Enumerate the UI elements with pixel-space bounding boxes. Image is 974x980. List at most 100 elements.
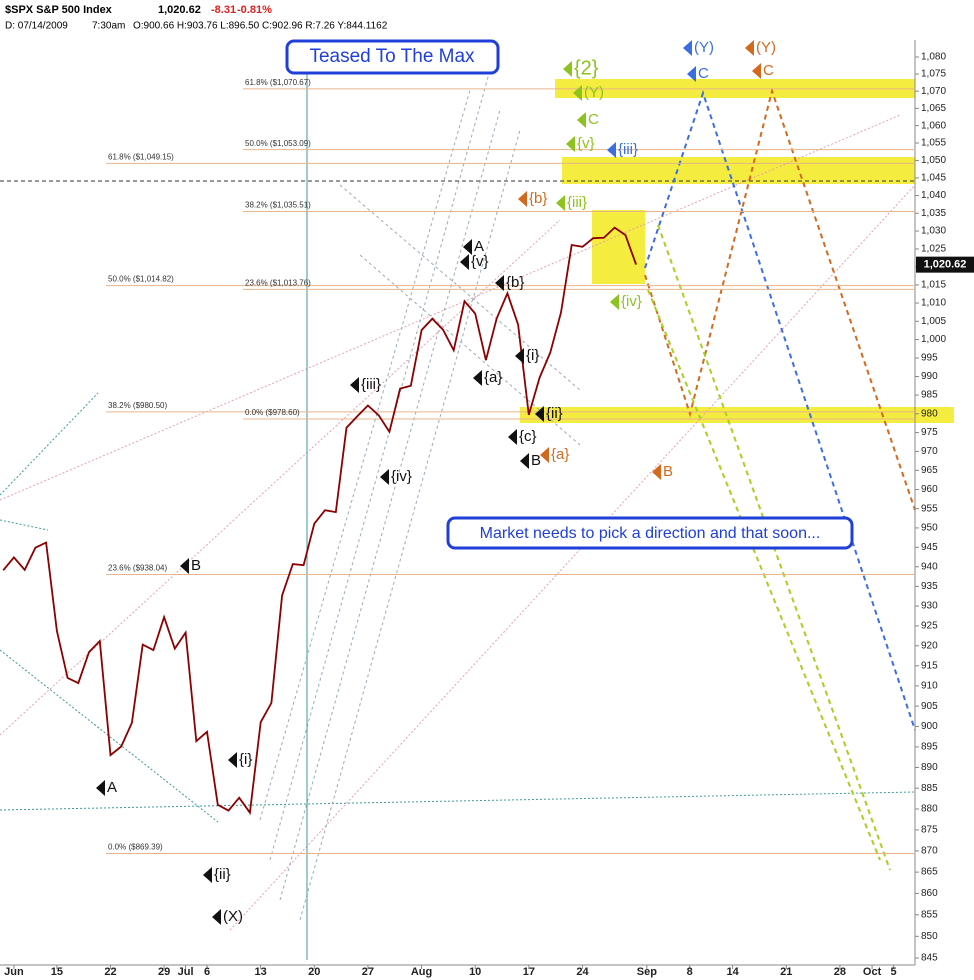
x-tick-label: Aug <box>411 966 432 978</box>
last-price-label: 1,020.62 <box>924 259 967 271</box>
trendline <box>299 129 521 921</box>
y-tick-label: 960 <box>921 484 938 495</box>
y-tick-label: 935 <box>921 581 938 592</box>
y-tick-label: 925 <box>921 620 938 631</box>
y-tick-label: 885 <box>921 783 938 794</box>
wave-label: B <box>531 452 541 469</box>
change-pct: -0.81% <box>237 4 272 16</box>
wave-marker <box>745 40 754 56</box>
fib-label: 61.8% ($1,049.15) <box>108 153 174 162</box>
wave-label: A <box>107 779 117 796</box>
wave-label: {a} <box>551 446 569 463</box>
wave-marker <box>563 61 572 77</box>
y-tick-label: 980 <box>921 408 938 419</box>
y-tick-label: 1,045 <box>921 173 946 184</box>
wave-marker <box>518 191 527 207</box>
y-tick-label: 1,025 <box>921 244 946 255</box>
wave-label: {a} <box>484 369 502 386</box>
wave-marker <box>463 239 472 255</box>
x-tick-label: 15 <box>51 966 63 978</box>
wave-marker <box>350 377 359 393</box>
wave-marker <box>535 406 544 422</box>
wave-marker <box>683 40 692 56</box>
wave-marker <box>96 780 105 796</box>
wave-label: {v} <box>577 135 595 152</box>
callout-box <box>285 39 500 75</box>
x-tick-label: 10 <box>469 966 481 978</box>
y-tick-label: 895 <box>921 742 938 753</box>
fib-label: 0.0% ($869.39) <box>108 843 163 852</box>
y-tick-label: 865 <box>921 867 938 878</box>
symbol: $SPX S&P 500 Index <box>5 4 113 16</box>
y-tick-label: 1,070 <box>921 86 946 97</box>
y-tick-label: 905 <box>921 701 938 712</box>
wave-label: {b} <box>529 190 547 207</box>
trendline <box>339 184 581 391</box>
y-tick-label: 870 <box>921 846 938 857</box>
y-tick-label: 1,000 <box>921 334 946 345</box>
wave-label: {ii} <box>546 405 563 422</box>
y-tick-label: 1,040 <box>921 190 946 201</box>
y-tick-label: 920 <box>921 640 938 651</box>
price-line <box>2 226 637 816</box>
fib-label: 38.2% ($1,035.51) <box>245 201 311 210</box>
wave-marker <box>610 294 619 310</box>
wave-marker <box>460 254 469 270</box>
trendline <box>279 109 501 901</box>
trendline <box>0 519 49 531</box>
x-tick-label: 17 <box>523 966 535 978</box>
x-tick-label: 24 <box>576 966 589 978</box>
trendline <box>269 69 491 861</box>
wave-marker <box>566 136 575 152</box>
y-tick-label: 990 <box>921 371 938 382</box>
wave-label: C <box>763 62 774 79</box>
wave-label: C <box>588 111 599 128</box>
y-tick-label: 995 <box>921 353 938 364</box>
wave-marker <box>515 348 524 364</box>
x-tick-label: 20 <box>308 966 320 978</box>
wave-label: C <box>698 65 709 82</box>
y-tick-label: 1,005 <box>921 316 946 327</box>
y-tick-label: 970 <box>921 446 938 457</box>
wave-label: {i} <box>239 751 252 768</box>
x-tick-label: Jun <box>4 966 24 978</box>
wave-label: {iii} <box>567 194 587 211</box>
projection <box>647 289 881 861</box>
wave-marker <box>607 142 616 158</box>
trendline <box>229 184 916 931</box>
wave-label: (X) <box>223 908 243 925</box>
x-tick-label: 28 <box>834 966 846 978</box>
wave-marker <box>473 370 482 386</box>
wave-label: {iv} <box>391 468 412 485</box>
date: D: 07/14/2009 <box>5 21 68 32</box>
wave-label: {iii} <box>618 141 638 158</box>
y-tick-label: 910 <box>921 681 938 692</box>
fib-label: 0.0% ($978.60) <box>245 408 300 417</box>
y-tick-label: 1,010 <box>921 298 946 309</box>
x-tick-label: Sep <box>637 966 657 978</box>
last: 1,020.62 <box>158 4 201 16</box>
callout: Teased To The Max <box>309 46 475 67</box>
wave-label: {i} <box>526 347 539 364</box>
trendline <box>259 89 471 821</box>
wave-marker <box>228 752 237 768</box>
wave-marker <box>203 867 212 883</box>
x-tick-label: Jul <box>178 966 194 978</box>
zone <box>520 407 954 423</box>
trendline <box>0 219 561 736</box>
y-tick-label: 1,050 <box>921 155 946 166</box>
x-tick-label: 27 <box>362 966 374 978</box>
fib-label: 23.6% ($938.04) <box>108 564 167 573</box>
y-tick-label: 1,075 <box>921 69 946 80</box>
x-tick-label: Oct <box>863 966 882 978</box>
wave-marker <box>508 429 517 445</box>
wave-marker <box>212 909 221 925</box>
wave-marker <box>520 453 529 469</box>
change: -8.31 <box>211 4 236 16</box>
wave-label: (Y) <box>694 39 714 56</box>
y-tick-label: 950 <box>921 523 938 534</box>
wave-label: {v} <box>471 253 489 270</box>
x-tick-label: 6 <box>204 966 210 978</box>
